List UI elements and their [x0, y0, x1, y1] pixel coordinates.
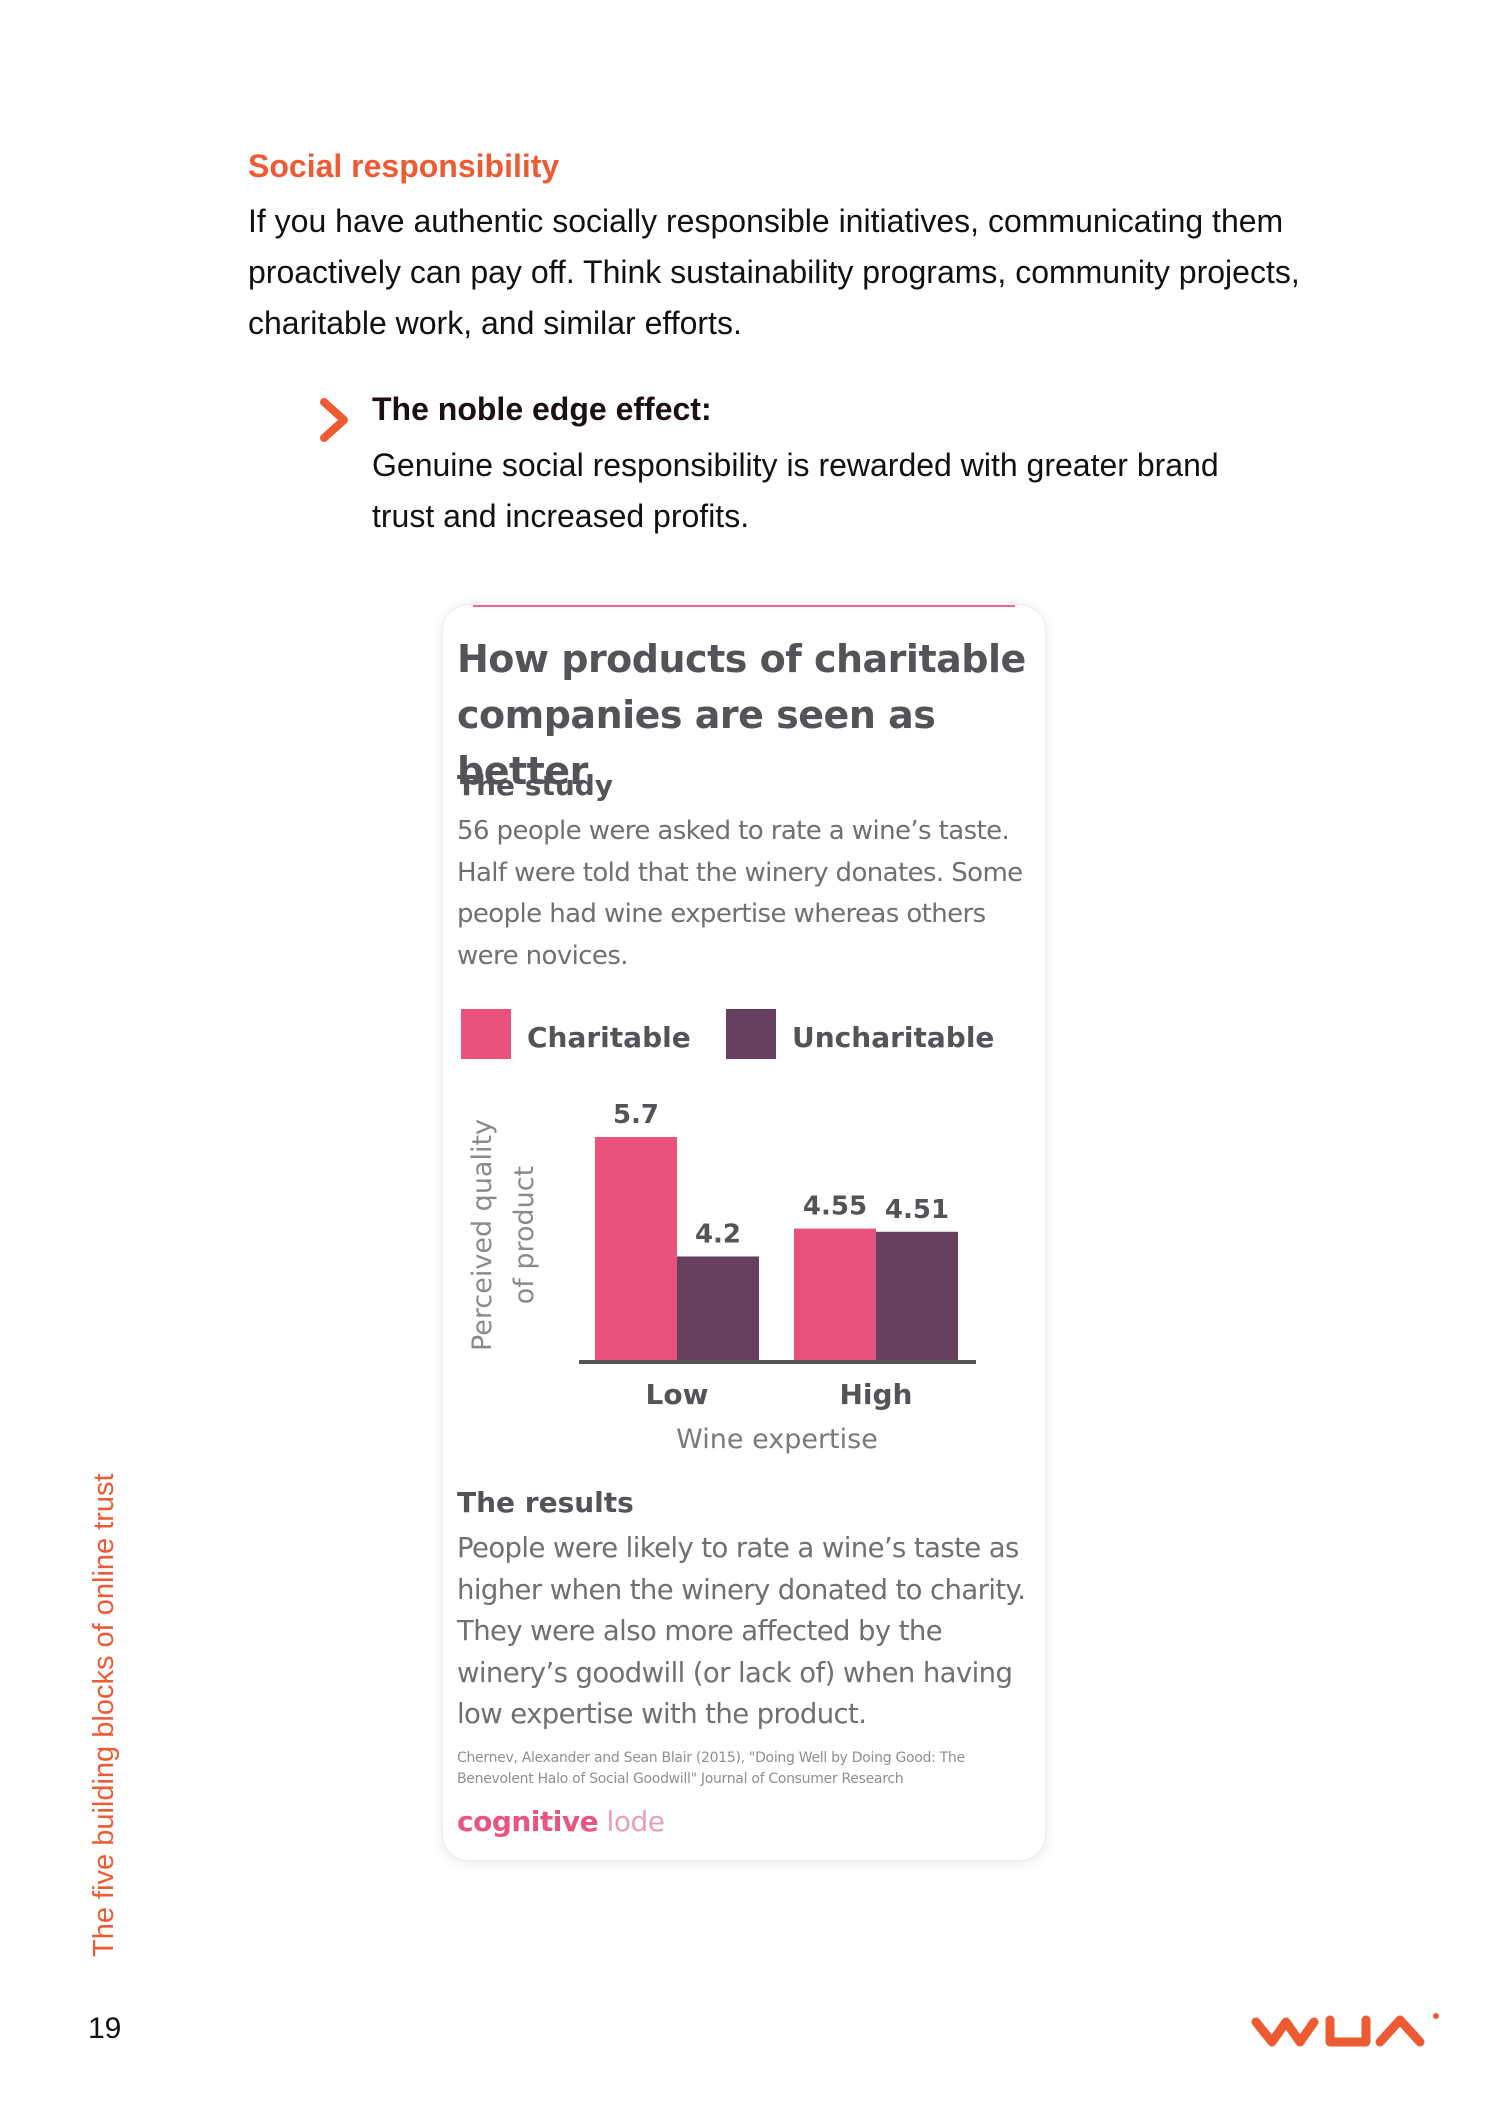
callout-title: The noble edge effect: [372, 391, 712, 427]
bar-high-uncharitable [876, 1231, 958, 1360]
legend-swatch-charitable [461, 1009, 511, 1059]
intro-paragraph: If you have authentic socially responsib… [248, 203, 1300, 341]
page-number: 19 [88, 2012, 122, 2045]
side-label: The five building blocks of online trust [88, 1473, 120, 1957]
value-label-low-uncharitable: 4.2 [695, 1219, 741, 1249]
x-axis-label: Wine expertise [676, 1424, 878, 1455]
callout-body: Genuine social responsibility is rewarde… [372, 447, 1219, 534]
results-text: People were likely to rate a wine’s tast… [457, 1532, 1026, 1730]
value-label-low-charitable: 5.7 [613, 1100, 659, 1130]
card-top-line [473, 605, 1015, 607]
infographic-title: How products of charitable companies are… [457, 637, 1026, 793]
value-label-high-uncharitable: 4.51 [885, 1195, 949, 1225]
wua-logo [1251, 2013, 1439, 2047]
value-label-high-charitable: 4.55 [803, 1192, 867, 1222]
brand-part-2: lode [606, 1805, 665, 1838]
results-heading: The results [457, 1486, 634, 1519]
legend-label-uncharitable: Uncharitable [792, 1021, 994, 1054]
brand-part-1: cognitive [457, 1805, 599, 1838]
section-heading: Social responsibility [248, 148, 560, 184]
y-axis-label-line-2: of product [509, 1166, 540, 1304]
category-label-high: High [839, 1378, 912, 1411]
bar-high-charitable [794, 1228, 876, 1360]
infographic-card: How products of charitable companies are… [443, 605, 1045, 1860]
study-text: 56 people were asked to rate a wine’s ta… [457, 816, 1023, 971]
cognitive-lode-logo: cognitive lode [457, 1805, 665, 1838]
bar-chart: Charitable Uncharitable 5.7 4.2 Low 4.55 4.51 H… [461, 1009, 994, 1455]
legend-label-charitable: Charitable [527, 1021, 691, 1054]
chevron-right-icon [320, 398, 348, 442]
bar-low-charitable [595, 1137, 677, 1360]
category-label-low: Low [646, 1378, 709, 1411]
bar-low-uncharitable [677, 1256, 759, 1360]
legend-swatch-uncharitable [726, 1009, 776, 1059]
study-heading: The study [457, 769, 614, 802]
y-axis-label-line-1: Perceived quality [467, 1119, 498, 1351]
citation: Chernev, Alexander and Sean Blair (2015)… [457, 1750, 965, 1787]
